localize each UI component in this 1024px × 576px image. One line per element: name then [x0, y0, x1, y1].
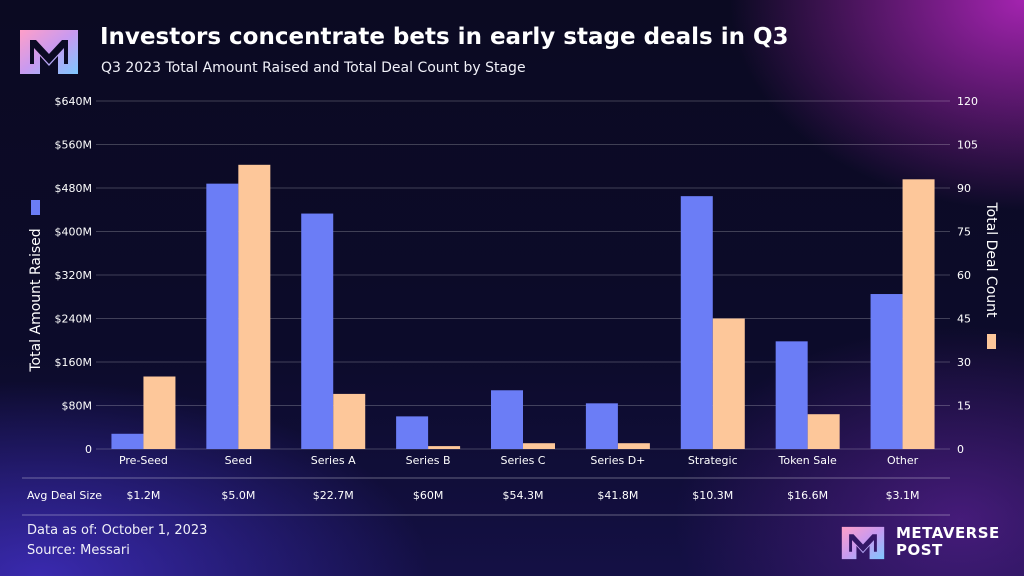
bar-amount-raised [111, 433, 144, 449]
y-right-tick-label: 0 [957, 443, 964, 456]
y-right-axis-label: Total Deal Count [983, 201, 999, 318]
y-left-tick-label: $160M [55, 356, 93, 369]
data-source: Source: Messari [27, 543, 130, 558]
bar-amount-raised [396, 416, 429, 449]
brand-block: METAVERSE POST [840, 520, 1005, 565]
chart-subtitle: Q3 2023 Total Amount Raised and Total De… [101, 60, 526, 76]
x-tick-label: Pre-Seed [119, 454, 168, 467]
avg-deal-size-value: $10.3M [692, 489, 733, 502]
avg-deal-size-value: $1.2M [126, 489, 160, 502]
avg-deal-size-value: $3.1M [886, 489, 920, 502]
avg-deal-size-value: $54.3M [503, 489, 544, 502]
bar-amount-raised [206, 183, 239, 449]
bar-amount-raised [491, 390, 523, 449]
avg-deal-size-value: $41.8M [597, 489, 638, 502]
x-tick-label: Other [887, 454, 919, 467]
y-left-tick-label: $560M [55, 139, 93, 152]
data-date: Data as of: October 1, 2023 [27, 523, 208, 538]
brand-line-2: POST [896, 541, 943, 559]
y-right-tick-label: 75 [957, 226, 971, 239]
y-right-tick-label: 90 [957, 182, 971, 195]
bar-deal-count [712, 318, 745, 449]
bar-amount-raised [775, 341, 808, 449]
metaverse-post-logo [20, 30, 78, 74]
y-left-tick-label: $400M [55, 226, 93, 239]
brand-name: METAVERSE POST [896, 525, 1000, 559]
bar-deal-count [428, 446, 461, 449]
y-right-tick-label: 60 [957, 269, 971, 282]
bar-deal-count [143, 376, 176, 449]
bar-amount-raised [301, 213, 334, 449]
y-left-tick-label: $640M [55, 95, 93, 108]
y-left-axis-label: Total Amount Raised [28, 228, 44, 372]
y-left-tick-label: $320M [55, 269, 93, 282]
y-right-tick-label: 105 [957, 139, 978, 152]
avg-deal-size-value: $5.0M [221, 489, 255, 502]
x-tick-label: Token Sale [777, 454, 837, 467]
y-left-tick-label: 0 [85, 443, 92, 456]
y-left-tick-label: $80M [62, 400, 93, 413]
x-tick-label: Strategic [688, 454, 738, 467]
x-tick-label: Series C [500, 454, 545, 467]
x-tick-label: Seed [225, 454, 253, 467]
y-left-tick-label: $240M [55, 313, 93, 326]
bar-amount-raised [680, 196, 713, 449]
chart-title: Investors concentrate bets in early stag… [100, 24, 789, 50]
y-right-tick-label: 30 [957, 356, 971, 369]
bar-amount-raised [585, 403, 618, 449]
legend-marker-deal-count [987, 334, 996, 349]
brand-line-1: METAVERSE [896, 524, 1000, 542]
bar-amount-raised [870, 294, 903, 449]
bar-deal-count [617, 443, 650, 449]
y-left-tick-label: $480M [55, 182, 93, 195]
avg-deal-size-label: Avg Deal Size [27, 489, 102, 502]
avg-deal-size-value: $16.6M [787, 489, 828, 502]
bar-deal-count [807, 414, 840, 449]
bar-deal-count [333, 393, 366, 449]
bar-deal-count [902, 179, 935, 450]
x-tick-label: Series A [311, 454, 356, 467]
bar-deal-count [523, 443, 555, 449]
y-right-tick-label: 45 [957, 313, 971, 326]
y-right-tick-label: 120 [957, 95, 978, 108]
x-tick-label: Series B [406, 454, 451, 467]
y-right-tick-label: 15 [957, 400, 971, 413]
legend-marker-amount-raised [31, 200, 40, 215]
avg-deal-size-value: $22.7M [313, 489, 354, 502]
bar-deal-count [238, 164, 271, 450]
avg-deal-size-value: $60M [413, 489, 444, 502]
metaverse-post-brand-icon [841, 526, 885, 560]
x-tick-label: Series D+ [590, 454, 645, 467]
